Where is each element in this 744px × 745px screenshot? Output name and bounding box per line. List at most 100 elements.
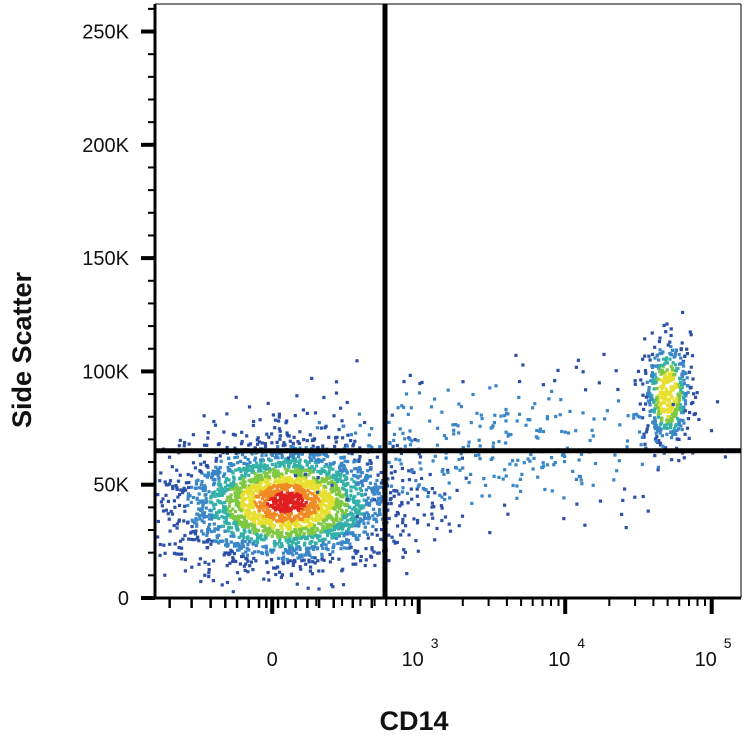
event-dot bbox=[308, 569, 312, 573]
event-dot bbox=[215, 536, 219, 540]
event-dot bbox=[182, 444, 186, 448]
event-dot bbox=[391, 476, 395, 480]
event-dot bbox=[283, 535, 287, 539]
event-dot bbox=[202, 443, 207, 447]
event-dot bbox=[349, 545, 353, 549]
event-dot bbox=[457, 457, 461, 462]
event-dot bbox=[400, 404, 404, 408]
event-dot bbox=[250, 480, 254, 484]
event-dot bbox=[499, 414, 503, 418]
event-dot bbox=[264, 475, 268, 479]
event-dot bbox=[443, 515, 448, 519]
event-dot bbox=[331, 473, 335, 477]
event-dot bbox=[176, 479, 181, 483]
event-dot bbox=[676, 401, 680, 405]
event-dot bbox=[260, 454, 264, 458]
event-dot bbox=[408, 437, 412, 441]
event-dot bbox=[313, 556, 317, 560]
event-dot bbox=[188, 494, 192, 498]
event-dot bbox=[531, 406, 535, 410]
event-dot bbox=[181, 491, 185, 495]
event-dot bbox=[239, 515, 243, 519]
event-dot bbox=[438, 493, 442, 497]
event-dot bbox=[558, 413, 562, 417]
event-dot bbox=[325, 518, 329, 522]
event-dot bbox=[236, 461, 240, 465]
event-dot bbox=[320, 529, 324, 533]
event-dot bbox=[311, 487, 316, 491]
event-dot bbox=[316, 460, 320, 464]
event-dot bbox=[277, 472, 281, 476]
event-dot bbox=[353, 524, 357, 528]
event-dot bbox=[217, 476, 221, 480]
event-dot bbox=[183, 569, 187, 573]
event-dot bbox=[409, 406, 413, 410]
event-dot bbox=[176, 495, 180, 499]
event-dot bbox=[301, 466, 305, 470]
event-dot bbox=[221, 539, 225, 543]
event-dot bbox=[668, 426, 672, 430]
event-dot bbox=[172, 551, 176, 555]
event-dot bbox=[233, 455, 237, 460]
event-dot bbox=[303, 553, 307, 557]
event-dot bbox=[291, 505, 295, 509]
event-dot bbox=[390, 413, 394, 417]
event-dot bbox=[259, 469, 263, 473]
event-dot bbox=[380, 495, 385, 499]
event-dot bbox=[256, 528, 261, 532]
event-dot bbox=[311, 483, 315, 487]
event-dot bbox=[168, 479, 173, 483]
quadrant-gate[interactable] bbox=[155, 4, 741, 598]
event-dot bbox=[320, 509, 324, 514]
event-dot bbox=[290, 540, 295, 544]
event-dot bbox=[433, 454, 437, 458]
event-dot bbox=[685, 347, 689, 351]
event-dot bbox=[303, 482, 307, 486]
event-dot bbox=[284, 460, 288, 464]
event-dot bbox=[349, 518, 353, 522]
event-dot bbox=[677, 352, 681, 357]
event-dot bbox=[339, 479, 343, 483]
event-dot bbox=[243, 490, 247, 494]
event-dot bbox=[337, 489, 341, 493]
event-dot bbox=[673, 351, 677, 355]
event-dot bbox=[259, 461, 263, 466]
event-dot bbox=[191, 433, 195, 437]
event-dot bbox=[208, 522, 212, 527]
event-dot bbox=[349, 469, 353, 473]
event-dot bbox=[313, 453, 317, 457]
event-dot bbox=[304, 460, 308, 464]
event-dot bbox=[461, 446, 465, 450]
event-dot bbox=[267, 578, 271, 582]
event-dot bbox=[369, 461, 373, 466]
event-dot bbox=[332, 523, 336, 527]
event-dot bbox=[212, 494, 216, 498]
event-dot bbox=[367, 433, 371, 437]
event-dot bbox=[250, 488, 254, 492]
event-dot bbox=[334, 484, 338, 488]
event-dot bbox=[341, 486, 345, 490]
event-dot bbox=[354, 511, 358, 515]
event-dot bbox=[688, 410, 692, 415]
event-dot bbox=[669, 430, 673, 434]
event-dot bbox=[321, 524, 325, 528]
event-dot bbox=[688, 330, 692, 334]
event-dot bbox=[511, 483, 515, 488]
event-dot bbox=[461, 466, 465, 470]
event-dot bbox=[241, 544, 246, 548]
event-dot bbox=[183, 509, 187, 513]
event-dot bbox=[289, 572, 294, 576]
event-dot bbox=[252, 495, 256, 500]
event-dot bbox=[331, 506, 335, 510]
event-dot bbox=[268, 524, 272, 528]
event-dot bbox=[668, 409, 672, 413]
event-dot bbox=[158, 553, 162, 557]
event-dot bbox=[267, 435, 271, 439]
event-dot bbox=[246, 514, 251, 518]
event-dot bbox=[288, 538, 292, 542]
event-dot bbox=[658, 426, 662, 430]
event-dot bbox=[361, 518, 365, 522]
event-dot bbox=[656, 377, 660, 381]
event-dot bbox=[289, 492, 293, 496]
